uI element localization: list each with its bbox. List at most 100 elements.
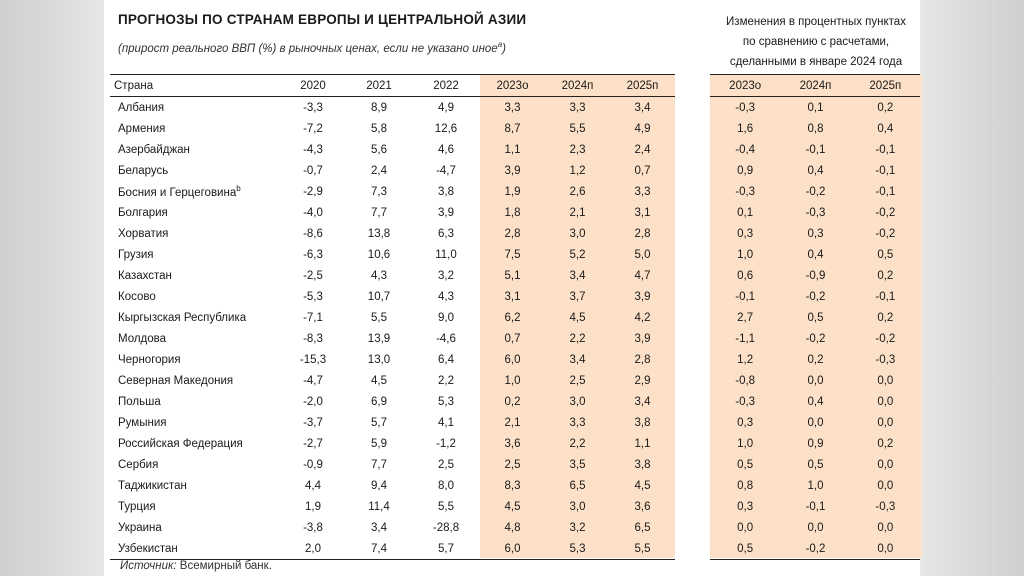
header-year: 2024п [545, 74, 610, 97]
change-cell: -0,4 [735, 143, 756, 156]
value-cell: 2,2 [569, 437, 586, 450]
table-row: Косово -5,3 10,7 4,3 3,1 3,7 3,9 [110, 286, 675, 307]
value-cell: 5,7 [371, 416, 387, 429]
country-name: Узбекистан [118, 542, 178, 555]
value-cell: 3,4 [634, 395, 651, 408]
change-cell: -0,1 [805, 143, 826, 156]
value-cell: 3,7 [569, 290, 586, 303]
country-name: Румыния [118, 416, 167, 429]
changes-row: -1,1 -0,2 -0,2 [710, 328, 920, 349]
value-cell: 4,8 [504, 521, 521, 534]
change-cell: 0,8 [737, 479, 754, 492]
country-cell: Российская Федерация [110, 433, 280, 454]
change-cell: -0,9 [805, 269, 826, 282]
table-row: Узбекистан 2,0 7,4 5,7 6,0 5,3 5,5 [110, 538, 675, 560]
source-label: Источник: [120, 560, 177, 572]
header-change-year: 2023о [710, 74, 781, 97]
table-header-row: Страна 2020 2021 2022 2023о 2024п 2025п [110, 74, 675, 97]
value-cell: 1,8 [504, 206, 521, 219]
value-cell: 1,9 [504, 185, 521, 198]
value-cell: -1,2 [436, 437, 456, 450]
change-cell: 0,3 [807, 227, 824, 240]
value-cell: 7,7 [371, 206, 387, 219]
value-cell: 10,7 [367, 290, 391, 303]
value-cell: 3,4 [371, 521, 387, 534]
value-cell: 3,3 [569, 416, 586, 429]
value-cell: 4,5 [504, 500, 521, 513]
value-cell: 5,9 [371, 437, 387, 450]
value-cell: 7,7 [371, 458, 387, 471]
country-cell: Болгария [110, 202, 280, 223]
value-cell: 3,6 [504, 437, 521, 450]
value-cell: 13,0 [367, 353, 391, 366]
header-year: 2021 [346, 74, 412, 97]
value-cell: 3,9 [634, 290, 651, 303]
change-cell: -0,3 [735, 185, 756, 198]
value-cell: 3,8 [634, 416, 651, 429]
country-name: Турция [118, 500, 156, 513]
change-cell: 0,5 [710, 538, 781, 560]
changes-row: 1,2 0,2 -0,3 [710, 349, 920, 370]
country-name: Болгария [118, 206, 168, 219]
value-cell: 4,1 [438, 416, 454, 429]
changes-row: -0,3 0,1 0,2 [710, 97, 920, 119]
change-cell: -0,3 [875, 353, 896, 366]
table-row: Кыргызская Республика -7,1 5,5 9,0 6,2 4,5 4,2 [110, 307, 675, 328]
forecast-highlight-left [480, 74, 675, 558]
changes-row: 0,5 -0,2 0,0 [710, 538, 920, 560]
change-cell: 0,1 [737, 206, 754, 219]
value-cell: 6,2 [504, 311, 521, 324]
background-left [0, 0, 104, 576]
change-cell: 0,9 [807, 437, 824, 450]
changes-row: 0,0 0,0 0,0 [710, 517, 920, 538]
country-cell: Косово [110, 286, 280, 307]
value-cell: -15,3 [299, 353, 327, 366]
value-cell: 5,3 [545, 538, 610, 560]
change-cell: 0,0 [807, 416, 824, 429]
change-cell: -0,2 [780, 538, 851, 560]
value-cell: 8,7 [504, 122, 521, 135]
value-cell: 3,3 [634, 185, 651, 198]
table-row: Северная Македония -4,7 4,5 2,2 1,0 2,5 2,9 [110, 370, 675, 391]
country-name: Казахстан [118, 269, 172, 282]
value-cell: 3,3 [569, 101, 586, 114]
page-title: ПРОГНОЗЫ ПО СТРАНАМ ЕВРОПЫ И ЦЕНТРАЛЬНОЙ… [118, 12, 527, 27]
value-cell: 8,9 [371, 101, 387, 114]
country-cell: Казахстан [110, 265, 280, 286]
change-cell: 0,1 [807, 101, 824, 114]
value-cell: -3,3 [303, 101, 323, 114]
country-name: Северная Македония [118, 374, 234, 387]
country-cell: Украина [110, 517, 280, 538]
value-cell: 2,4 [634, 143, 651, 156]
table-row: Болгария -4,0 7,7 3,9 1,8 2,1 3,1 [110, 202, 675, 223]
changes-row: 0,9 0,4 -0,1 [710, 160, 920, 181]
country-name: Российская Федерация [118, 437, 243, 450]
country-cell: Узбекистан [110, 538, 280, 560]
change-cell: -0,1 [805, 500, 826, 513]
value-cell: 2,4 [371, 164, 387, 177]
value-cell: -7,2 [303, 122, 323, 135]
value-cell: 4,5 [371, 374, 387, 387]
table-row: Албания -3,3 8,9 4,9 3,3 3,3 3,4 [110, 97, 675, 119]
header-country: Страна [110, 74, 280, 97]
value-cell: 3,0 [569, 227, 586, 240]
table-row: Турция 1,9 11,4 5,5 4,5 3,0 3,6 [110, 496, 675, 517]
value-cell: 2,9 [634, 374, 651, 387]
change-cell: -0,2 [805, 290, 826, 303]
change-cell: 0,3 [737, 416, 754, 429]
change-cell: -0,2 [875, 227, 896, 240]
value-cell: 4,6 [438, 143, 454, 156]
value-cell: 13,8 [367, 227, 391, 240]
document-sheet: ПРОГНОЗЫ ПО СТРАНАМ ЕВРОПЫ И ЦЕНТРАЛЬНОЙ… [104, 0, 922, 576]
change-cell: -0,3 [875, 500, 896, 513]
change-cell: 0,0 [877, 521, 894, 534]
country-name: Грузия [118, 248, 154, 261]
country-cell: Албания [110, 97, 280, 119]
value-cell: 2,8 [634, 227, 651, 240]
change-cell: 0,0 [850, 538, 920, 560]
value-cell: 3,1 [634, 206, 651, 219]
value-cell: 2,5 [569, 374, 586, 387]
value-cell: 5,8 [371, 122, 387, 135]
change-cell: 1,0 [737, 248, 754, 261]
country-name: Черногория [118, 353, 181, 366]
